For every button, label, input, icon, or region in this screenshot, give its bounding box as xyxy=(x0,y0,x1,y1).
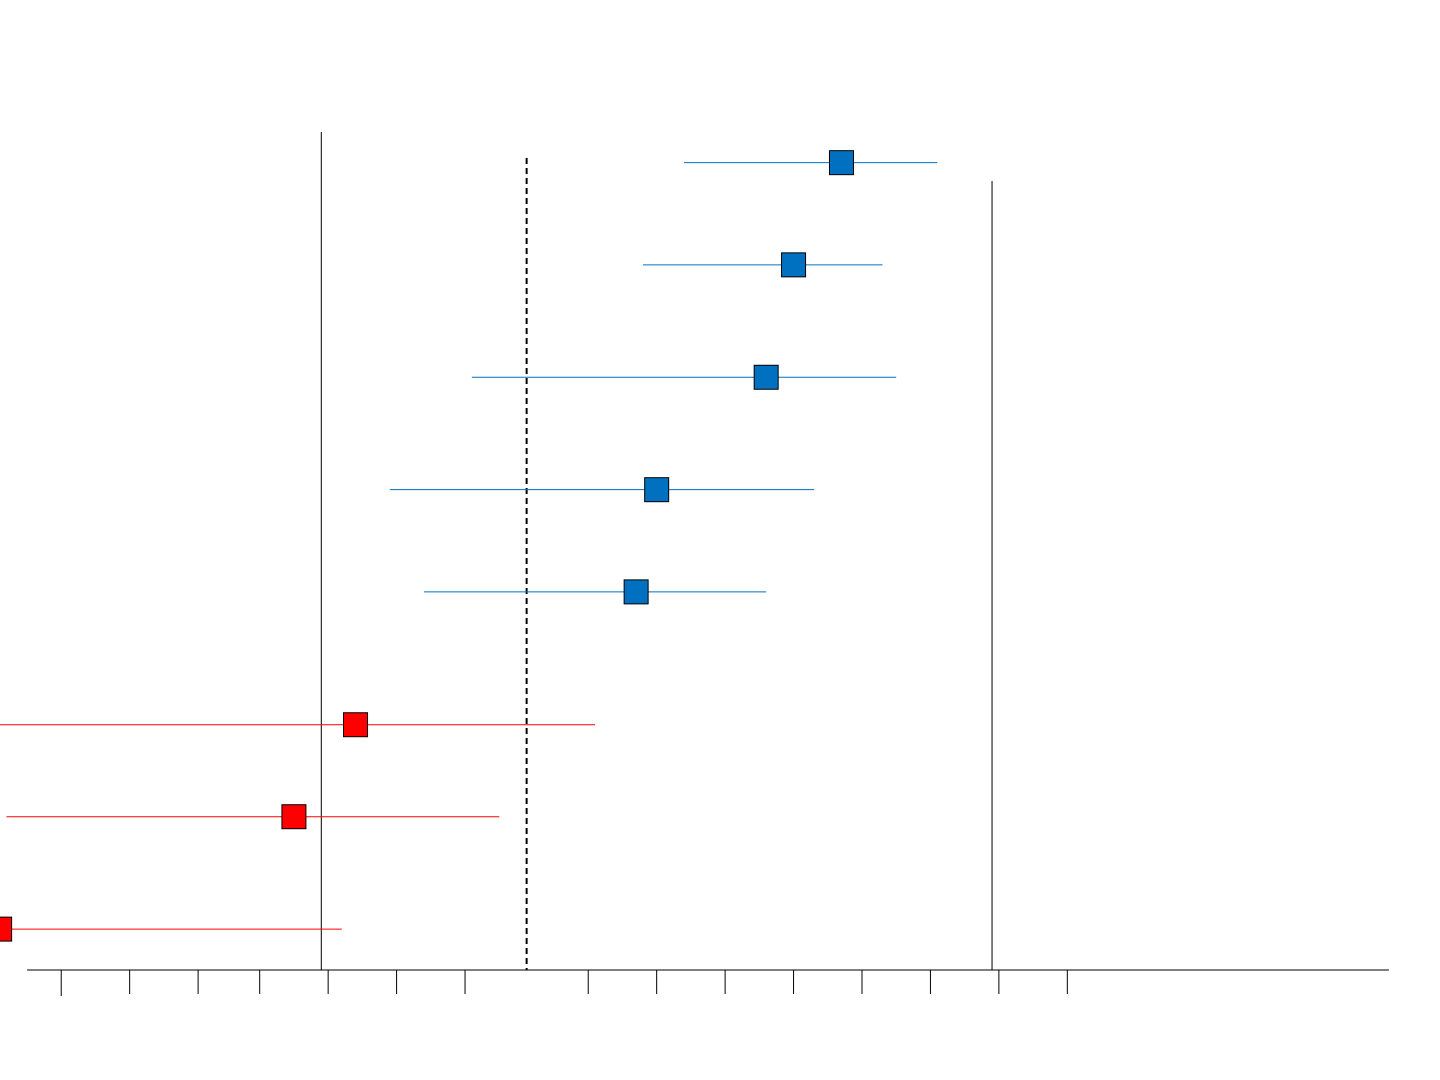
point-estimate-marker xyxy=(753,364,779,390)
point-estimate-marker xyxy=(644,477,670,503)
point-estimate-marker xyxy=(781,252,807,278)
point-estimate-marker xyxy=(281,804,307,830)
point-estimate-marker xyxy=(828,150,854,176)
point-estimate-marker xyxy=(343,712,369,738)
point-estimate-marker xyxy=(0,916,13,942)
point-estimate-marker xyxy=(623,579,649,605)
